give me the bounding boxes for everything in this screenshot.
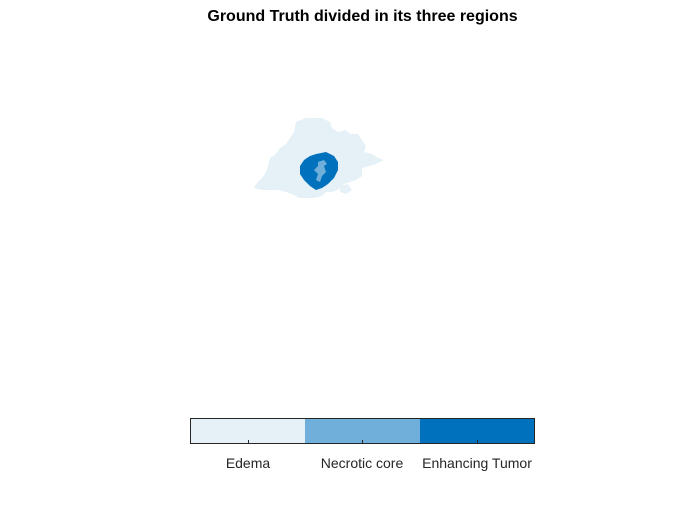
- colorbar-segment-necrotic-core: [305, 419, 420, 443]
- necrotic-core-region: [314, 160, 327, 182]
- colorbar-tick: [476, 440, 478, 443]
- colorbar: [190, 418, 535, 444]
- figure-title: Ground Truth divided in its three region…: [207, 8, 518, 25]
- colorbar-label-necrotic-core: Necrotic core: [320, 455, 404, 471]
- colorbar-segment-enhancing-tumor: [419, 419, 534, 443]
- edema-region-fragment: [340, 184, 352, 194]
- colorbar-tick: [248, 440, 250, 443]
- colorbar-tick: [362, 440, 364, 443]
- colorbar-label-edema: Edema: [225, 455, 271, 471]
- colorbar-segment-edema: [191, 419, 306, 443]
- colorbar-label-enhancing-tumor: Enhancing Tumor: [422, 455, 532, 471]
